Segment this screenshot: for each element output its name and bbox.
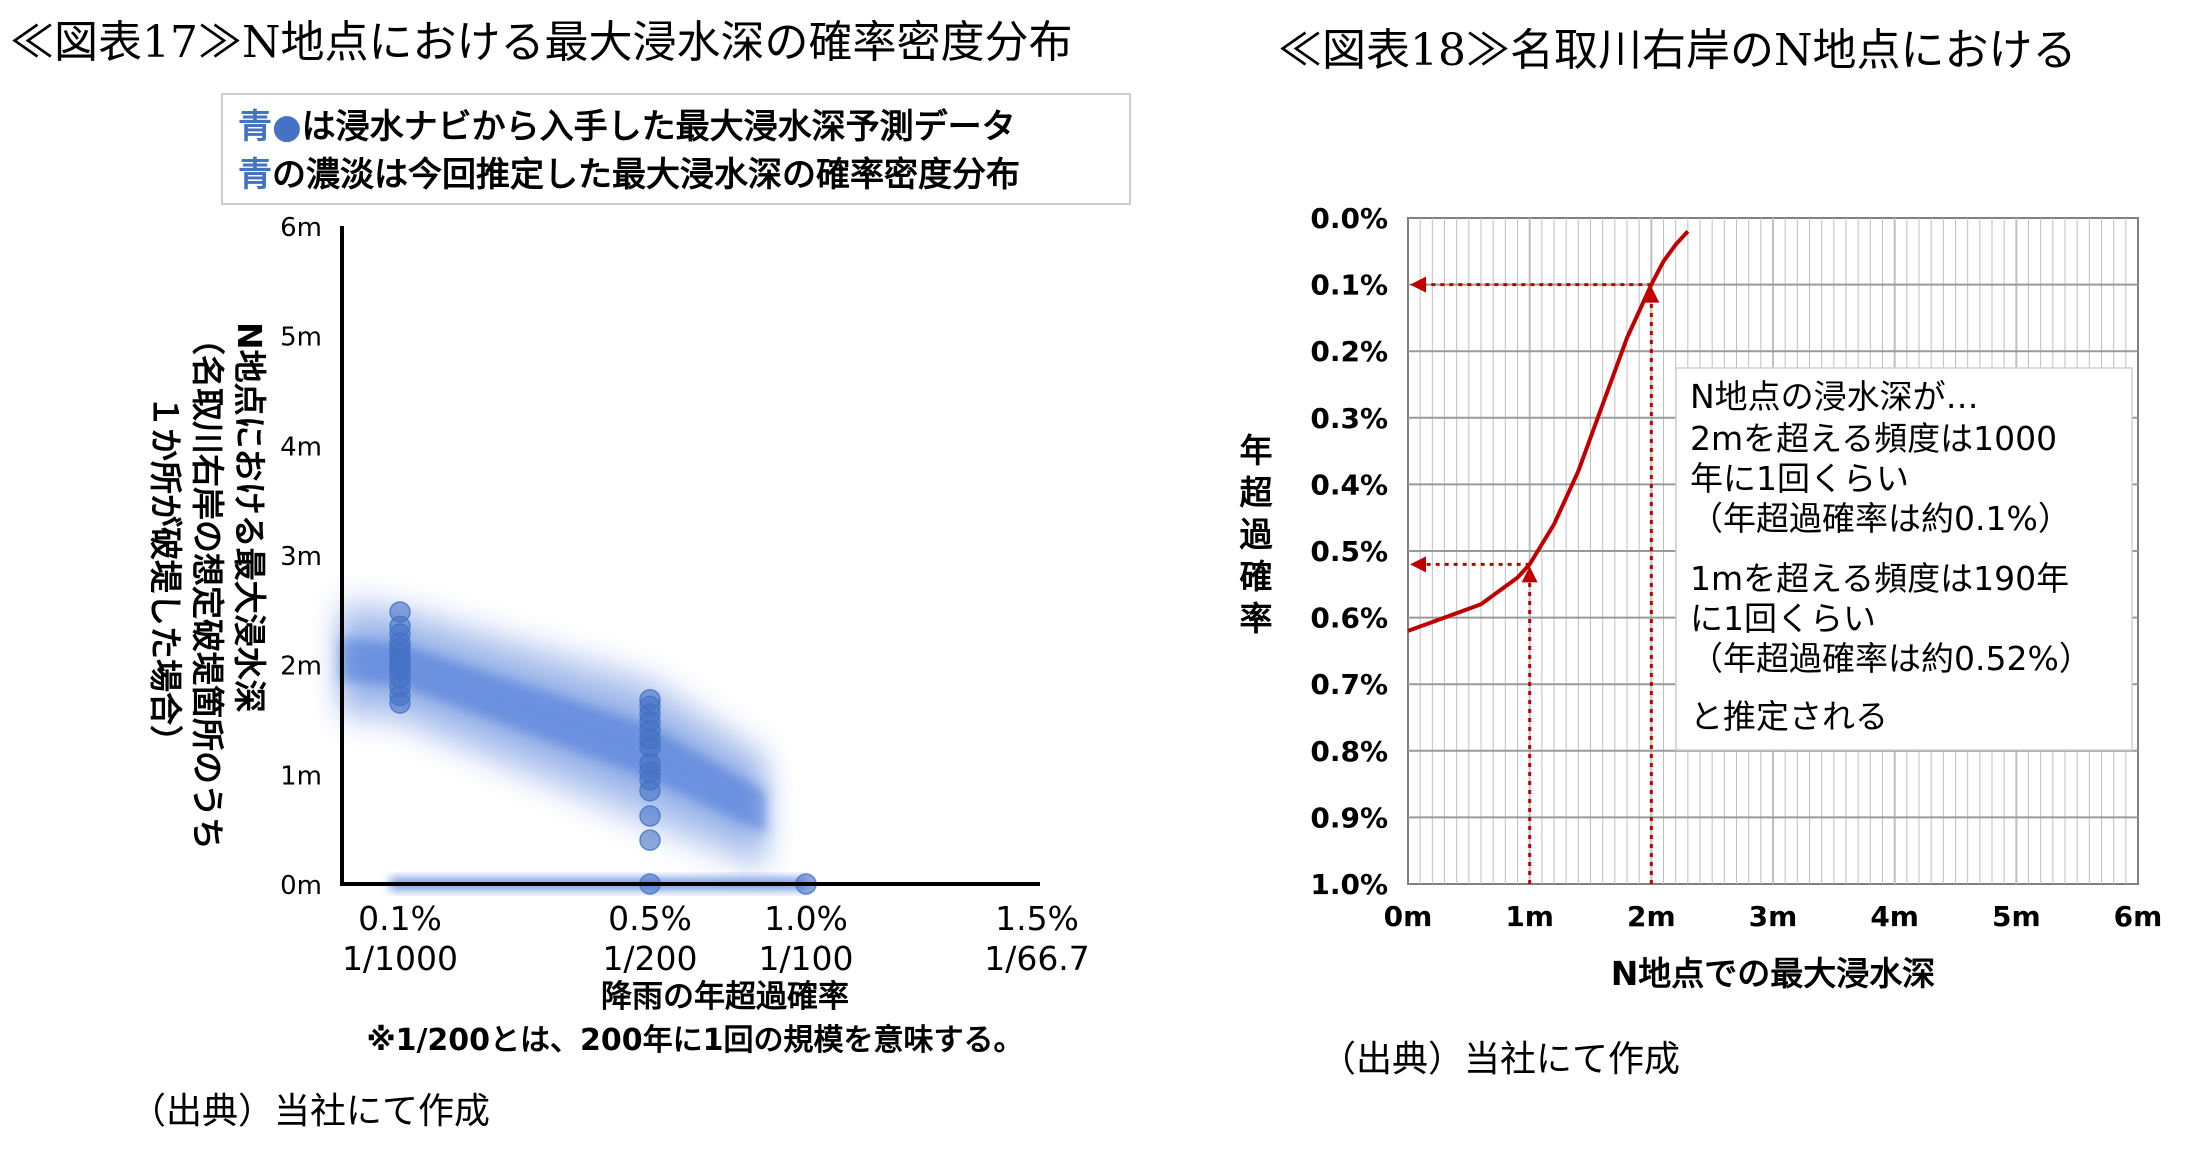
footnote: ※1/200とは、200年に1回の規模を意味する。 — [366, 1023, 1023, 1058]
x-tick-label: 1.0% — [764, 899, 848, 938]
x-tick-label: 2m — [1627, 900, 1676, 933]
y-tick-labels: 0.0% 0.1% 0.2% 0.3% 0.4% 0.5% 0.6% 0.7% 0.8% 0.9%… — [1310, 202, 1388, 901]
y-tick-label: 2m — [280, 652, 322, 682]
x-axis-label: 降雨の年超過確率 — [601, 979, 849, 1015]
y-tick-label: 0.4% — [1310, 468, 1388, 501]
legend: 青●は浸水ナビから入手した最大浸水深予測データ青の濃淡は今回推定した最大浸水深の… — [238, 107, 1020, 195]
x-tick-label: 1/66.7 — [984, 939, 1090, 978]
y-tick-label: 6m — [280, 213, 322, 243]
x-tick-label: 6m — [2114, 900, 2163, 933]
y-tick-label: 0.2% — [1310, 335, 1388, 368]
figure18-chart: 0.0% 0.1% 0.2% 0.3% 0.4% 0.5% 0.6% 0.7% 0.8% 0.9%… — [1240, 202, 2163, 993]
legend-color-word: 青 — [238, 155, 272, 195]
arrow-up-icon — [1643, 286, 1660, 303]
legend-marker-icon: ● — [272, 107, 302, 147]
y-tick-label: 0.1% — [1310, 269, 1388, 302]
scatter-point — [639, 829, 661, 851]
annotation-line: N地点の浸水深が… — [1690, 377, 1979, 416]
y-tick-label: 0m — [280, 871, 322, 901]
x-tick-label: 1m — [1505, 900, 1554, 933]
x-tick-labels: 0.1%1/1000 0.5%1/200 1.0%1/100 1.5%1/66.7 — [342, 899, 1090, 978]
y-tick-label: 0.6% — [1310, 602, 1388, 635]
annotation-line: と推定される — [1690, 697, 1888, 736]
y-label-line: N地点における最大浸水深 — [230, 322, 269, 713]
annotation-line: （年超過確率は約0.52%） — [1690, 639, 2092, 678]
y-axis-label: 年超過確率 — [1240, 431, 1274, 638]
y-label-char: 過 — [1240, 515, 1274, 554]
arrow-left-icon — [1410, 276, 1426, 293]
annotation-line: に1回くらい — [1690, 599, 1876, 638]
y-label-char: 確 — [1240, 557, 1273, 596]
figure17-title: ≪図表17≫N地点における最大浸水深の確率密度分布 — [10, 17, 1073, 68]
figure18-title: ≪図表18≫名取川右岸のN地点における — [1278, 25, 2077, 76]
legend-entry: 青●は浸水ナビから入手した最大浸水深予測データ — [238, 107, 1016, 147]
y-label-line: （名取川右岸の想定破堤箇所のうち — [188, 322, 227, 850]
y-tick-label: 5m — [280, 323, 322, 353]
x-tick-label: 1/1000 — [342, 939, 458, 978]
y-tick-label: 0.3% — [1310, 402, 1388, 435]
legend-entry: 青の濃淡は今回推定した最大浸水深の確率密度分布 — [238, 155, 1020, 195]
y-tick-label: 0.5% — [1310, 535, 1388, 568]
y-tick-label: 0.0% — [1310, 202, 1388, 235]
y-label-char: 年 — [1240, 431, 1273, 470]
figure17-source: （出典）当社にて作成 — [130, 1091, 491, 1132]
annotation-line: 2mを超える頻度は1000 — [1690, 419, 2057, 458]
x-tick-label: 0.5% — [608, 899, 692, 938]
x-tick-labels: 0m 1m 2m 3m 4m 5m 6m — [1384, 900, 2163, 933]
legend-box — [221, 93, 1131, 205]
y-label-line: １か所が破堤した場合） — [146, 395, 185, 758]
density-band — [340, 638, 766, 834]
x-tick-label: 4m — [1870, 900, 1919, 933]
x-tick-label: 5m — [1992, 900, 2041, 933]
legend-color-word: 青 — [238, 107, 272, 147]
arrow-left-icon — [1410, 556, 1426, 573]
y-tick-label: 3m — [280, 542, 322, 572]
figure18-source: （出典）当社にて作成 — [1320, 1039, 1681, 1080]
y-tick-labels: 0m 1m 2m 3m 4m 5m 6m — [280, 213, 322, 901]
y-tick-label: 0.9% — [1310, 801, 1388, 834]
exceedance-curve — [1407, 229, 1690, 633]
annotation-box — [1675, 367, 2133, 751]
figure17-chart: 青●は浸水ナビから入手した最大浸水深予測データ青の濃淡は今回推定した最大浸水深の… — [146, 93, 1131, 1058]
x-tick-label: 3m — [1749, 900, 1798, 933]
annotation-line: （年超過確率は約0.1%） — [1690, 499, 2071, 538]
x-tick-label: 0m — [1384, 900, 1433, 933]
scatter-points — [389, 601, 817, 895]
annotation-line: 年に1回くらい — [1690, 459, 1909, 498]
arrow-up-icon — [1521, 566, 1538, 583]
scatter-point — [389, 601, 411, 623]
x-axis-label: N地点での最大浸水深 — [1611, 954, 1936, 993]
annotation-text: N地点の浸水深が…2mを超える頻度は1000年に1回くらい（年超過確率は約0.1… — [1690, 377, 2092, 736]
x-tick-label: 1/100 — [758, 939, 853, 978]
y-label-char: 率 — [1240, 599, 1273, 638]
x-tick-label: 1.5% — [995, 899, 1079, 938]
y-tick-label: 1.0% — [1310, 868, 1388, 901]
y-label-char: 超 — [1240, 473, 1274, 512]
y-tick-label: 0.7% — [1310, 668, 1388, 701]
scatter-point — [639, 805, 661, 827]
annotation-line: 1mを超える頻度は190年 — [1690, 559, 2069, 598]
x-tick-label: 0.1% — [358, 899, 442, 938]
scatter-point — [639, 689, 661, 711]
y-tick-label: 4m — [280, 432, 322, 462]
reference-markers — [1410, 276, 1660, 884]
y-tick-label: 0.8% — [1310, 735, 1388, 768]
y-tick-label: 1m — [280, 761, 322, 791]
x-tick-label: 1/200 — [602, 939, 697, 978]
